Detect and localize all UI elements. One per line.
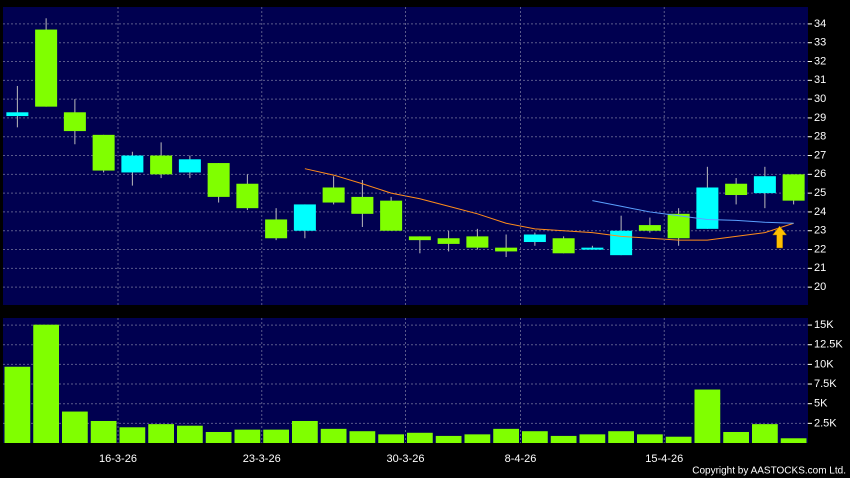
y-tick-label: 7.5K (814, 378, 837, 390)
y-tick-label: 31 (814, 74, 826, 86)
candle-body (351, 196, 374, 214)
y-tick-label: 15K (814, 319, 834, 331)
x-tick-label: 23-3-26 (243, 453, 281, 465)
y-tick-label: 12.5K (814, 339, 843, 351)
volume-bar (780, 438, 807, 443)
volume-bar (608, 431, 634, 443)
volume-panel (3, 318, 808, 443)
volume-bar (637, 434, 663, 443)
candle-body (408, 236, 431, 241)
moving-average-line (592, 200, 794, 224)
candle-body (6, 112, 29, 117)
y-tick-label: 34 (814, 18, 826, 30)
volume-bar (292, 420, 318, 443)
volume-bar (522, 431, 548, 443)
candle-body (667, 213, 690, 239)
volume-bar (62, 411, 88, 443)
y-tick-label: 30 (814, 93, 826, 105)
candle-body (610, 230, 633, 256)
volume-bar (349, 431, 376, 443)
volume-bar (205, 431, 232, 443)
moving-average-line (304, 168, 794, 241)
candle-body (380, 200, 403, 231)
x-tick-label: 15-4-26 (645, 453, 683, 465)
volume-bar (493, 428, 519, 443)
volume-bar (119, 427, 146, 443)
volume-bar (407, 432, 433, 443)
y-tick-label: 24 (814, 206, 826, 218)
volume-bar (550, 435, 577, 443)
volume-bar (263, 429, 289, 443)
candle-body (293, 204, 316, 231)
y-tick-label: 2.5K (814, 417, 837, 429)
x-tick-label: 16-3-26 (99, 453, 137, 465)
candle-body (63, 112, 86, 132)
candle-body (638, 225, 661, 231)
candle-body (322, 187, 345, 203)
y-tick-label: 27 (814, 149, 826, 161)
x-tick-label: 30-3-26 (387, 453, 425, 465)
candle-body (150, 155, 173, 175)
volume-bar (320, 428, 347, 443)
volume-bar (723, 431, 749, 443)
y-tick-label: 5K (814, 398, 828, 410)
y-tick-label: 33 (814, 37, 826, 49)
y-tick-label: 23 (814, 225, 826, 237)
y-tick-label: 21 (814, 262, 826, 274)
volume-bar (435, 435, 462, 443)
volume-bar (148, 424, 174, 443)
candle-body (121, 155, 144, 173)
candle-body (236, 183, 259, 209)
volume-bar (464, 434, 491, 443)
candle-body (437, 238, 460, 244)
candle-body (265, 219, 288, 239)
volume-bar (752, 424, 778, 443)
candle-body (782, 174, 805, 201)
y-tick-label: 22 (814, 243, 826, 255)
copyright: Copyright by AASTOCKS.com Ltd. (692, 466, 846, 477)
candle-body (495, 247, 518, 252)
volume-bar (4, 366, 31, 443)
candle-body (35, 29, 58, 107)
arrow-icon (772, 225, 788, 249)
y-tick-label: 29 (814, 112, 826, 124)
volume-bar (90, 420, 117, 443)
volume-bar (665, 436, 692, 443)
candle-body (725, 183, 748, 196)
candle-body (581, 247, 604, 250)
candle-body (523, 234, 546, 243)
volume-bar (378, 434, 404, 443)
volume-bar (33, 324, 59, 443)
volume-bar (177, 425, 203, 443)
candle-body (753, 176, 776, 194)
x-tick-label: 8-4-26 (505, 453, 537, 465)
volume-bar (694, 389, 721, 443)
candle-body (696, 187, 719, 229)
y-tick-label: 26 (814, 168, 826, 180)
y-tick-label: 20 (814, 281, 826, 293)
volume-bar (234, 429, 261, 443)
volume-bar (579, 434, 606, 443)
candle-body (207, 163, 230, 197)
y-tick-label: 25 (814, 187, 826, 199)
candle-body (178, 159, 201, 173)
candle-body (92, 134, 115, 171)
y-tick-label: 10K (814, 358, 834, 370)
y-tick-label: 32 (814, 55, 826, 67)
y-tick-label: 28 (814, 131, 826, 143)
candle-body (466, 236, 489, 248)
candle-body (552, 238, 575, 254)
